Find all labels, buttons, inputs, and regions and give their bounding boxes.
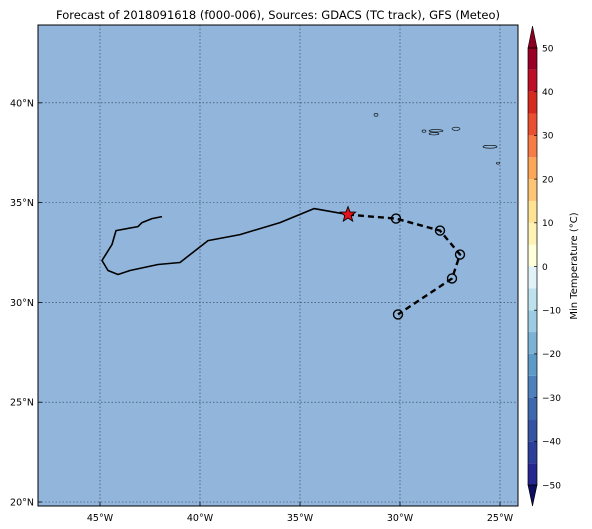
colorbar-band [528,135,537,158]
colorbar-band [528,266,537,289]
colorbar-band [528,375,537,398]
colorbar-band [528,463,537,485]
colorbar-band [528,222,537,245]
colorbar-tick-label: −10 [542,307,561,317]
storm-track [101,205,466,320]
lon-tick-label: 40°W [187,513,214,524]
colorbar-tick-label: 50 [542,44,554,54]
colorbar-band [528,332,537,354]
colorbar-band [528,69,537,92]
map-panel: 45°W 40°W 35°W 30°W 25°W 20°N 25°N 30°N 35°N 40°… [10,24,519,524]
ocean-background [38,25,518,506]
colorbar-band [528,91,537,114]
forecast-position-marker [454,249,466,260]
colorbar-tick-label: 30 [542,132,554,142]
island-1 [373,113,379,117]
colorbar-bands [527,25,538,507]
colorbar-band [528,48,537,70]
colorbar-band [528,157,537,180]
colorbar-band [528,419,537,442]
colorbar-band [528,244,537,267]
latitude-ticks: 20°N 25°N 30°N 35°N 40°N [10,98,42,509]
colorbar-extend-high [527,25,538,49]
colorbar-ticks: −50 −40 −30 −20 −10 0 10 20 30 40 50 [534,44,561,491]
island-6 [482,145,498,149]
colorbar-band [528,179,537,201]
colorbar-tick-label: 0 [542,263,548,273]
colorbar-tick-label: 20 [542,175,554,185]
colorbar-tick-label: 40 [542,88,554,98]
colorbar-band [528,288,537,311]
graticule [38,25,518,506]
colorbar-band [528,200,537,223]
colorbar-extend-low [527,484,538,507]
map-frame [37,24,519,507]
longitude-ticks: 45°W 40°W 35°W 30°W 25°W [87,502,514,524]
forecast-position-marker [434,225,446,236]
island-7 [496,161,500,165]
current-position-star [339,205,357,223]
island-3 [428,132,440,136]
island-2 [428,129,444,133]
forecast-position-marker [446,273,458,284]
islands-layer [373,113,500,165]
lat-tick-label: 40°N [10,98,34,109]
forecast-track-line [347,213,462,316]
colorbar-tick-label: −20 [542,350,561,360]
colorbar: −50 −40 −30 −20 −10 0 10 20 30 40 50 Min Temperatu… [527,25,580,507]
island-5 [421,129,427,133]
lon-tick-label: 25°W [487,513,514,524]
colorbar-tick-label: −40 [542,438,561,448]
colorbar-tick-label: −50 [542,481,561,491]
colorbar-band [528,113,537,136]
colorbar-label: Min Temperature (°C) [569,212,580,319]
colorbar-band [528,441,537,464]
lat-tick-label: 30°N [10,298,34,309]
colorbar-band [528,353,537,376]
forecast-position-marker [390,213,402,224]
colorbar-band [528,310,537,333]
lon-tick-label: 45°W [87,513,114,524]
lat-tick-label: 20°N [10,498,34,509]
lat-tick-label: 35°N [10,198,34,209]
colorbar-band [528,397,537,420]
colorbar-tick-label: −30 [542,394,561,404]
figure-title: Forecast of 2018091618 (f000-006), Sourc… [56,8,500,22]
lon-tick-label: 30°W [387,513,414,524]
past-track-line [101,207,349,276]
colorbar-tick-label: 10 [542,219,554,229]
forecast-position-marker [392,309,404,320]
lon-tick-label: 35°W [287,513,314,524]
island-4 [451,126,461,131]
lat-tick-label: 25°N [10,398,34,409]
